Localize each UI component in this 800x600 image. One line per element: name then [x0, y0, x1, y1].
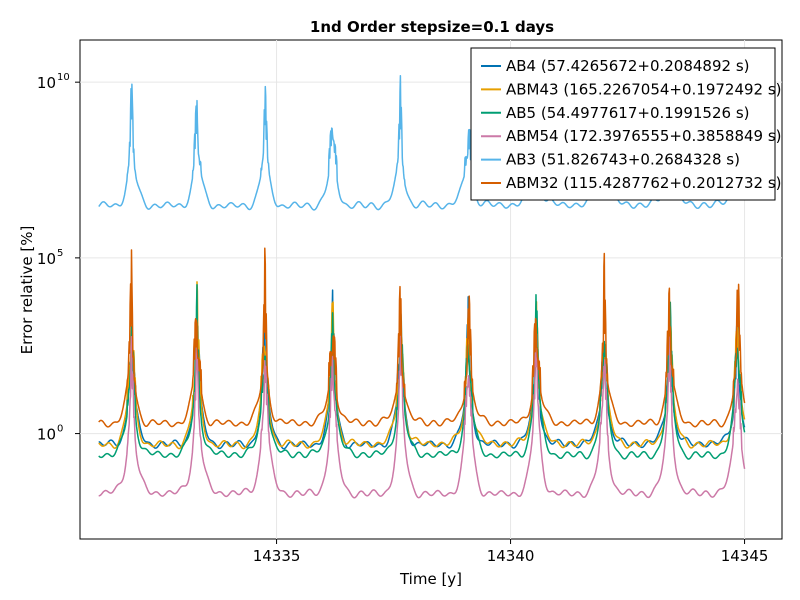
series-line — [98, 284, 746, 460]
chart-title: 1nd Order stepsize=0.1 days — [310, 18, 554, 36]
legend-label: ABM54 (172.3976555+0.3858849 s) — [506, 127, 782, 145]
x-axis-ticks: 14335 14340 14345 — [253, 539, 769, 565]
y-tick-exponent: 10 — [57, 72, 70, 83]
series-line — [98, 325, 746, 499]
legend-label: AB3 (51.826743+0.2684328 s) — [506, 151, 740, 169]
legend-label: AB5 (54.4977617+0.1991526 s) — [506, 104, 750, 122]
legend: AB4 (57.4265672+0.2084892 s) ABM43 (165.2… — [470, 47, 782, 201]
y-tick-base: 10 — [37, 74, 56, 92]
y-axis-label: Error relative [%] — [18, 226, 36, 355]
legend-label: ABM32 (115.4287762+0.2012732 s) — [506, 174, 782, 192]
x-tick-label: 14340 — [487, 547, 535, 565]
y-tick-base: 10 — [37, 250, 56, 268]
legend-box — [470, 47, 776, 201]
series-layer — [98, 74, 746, 499]
y-tick-exponent: 0 — [57, 424, 63, 435]
series-line — [98, 281, 746, 450]
series-line — [98, 74, 746, 211]
y-tick-label: 10 5 — [37, 248, 63, 268]
y-tick-label: 10 10 — [37, 72, 70, 92]
x-axis-label: Time [y] — [399, 570, 462, 588]
x-tick-label: 14335 — [253, 547, 301, 565]
y-tick-base: 10 — [37, 426, 56, 444]
legend-label: ABM43 (165.2267054+0.1972492 s) — [506, 80, 782, 98]
legend-label: AB4 (57.4265672+0.2084892 s) — [506, 57, 750, 75]
y-tick-label: 10 0 — [37, 424, 63, 444]
series-line — [98, 247, 746, 428]
y-tick-exponent: 5 — [57, 248, 63, 259]
x-tick-label: 14345 — [721, 547, 769, 565]
